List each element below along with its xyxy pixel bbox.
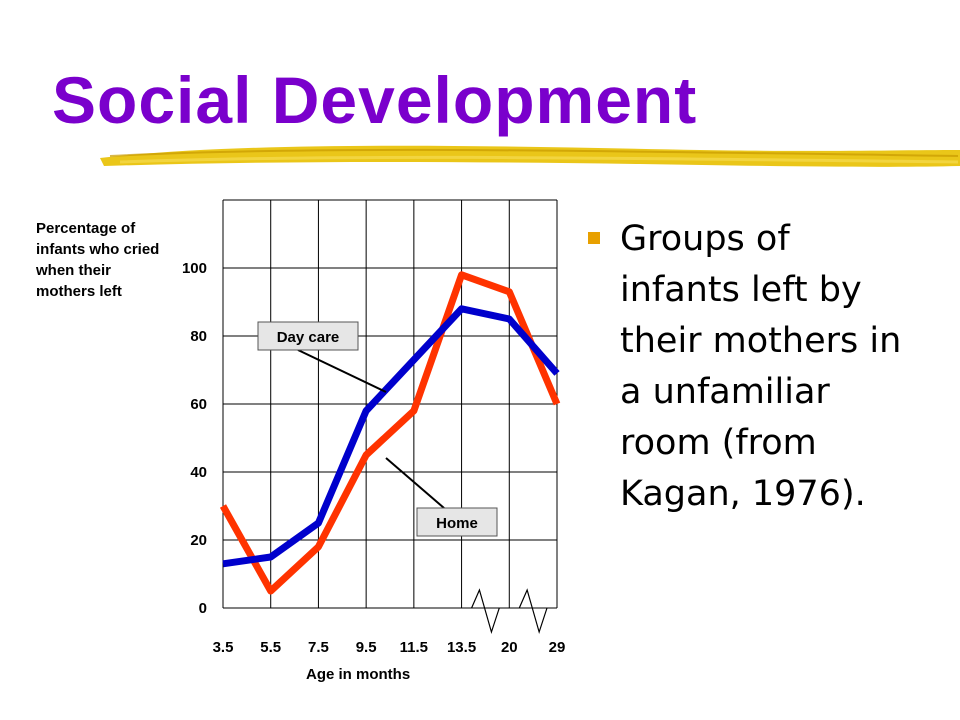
- x-tick-label: 13.5: [447, 639, 476, 656]
- series-line-home: [219, 271, 561, 595]
- y-tick-label: 0: [199, 600, 207, 617]
- bullet-square-icon: [588, 232, 600, 244]
- y-tick-label: 100: [182, 260, 207, 277]
- callout-label-home: Home: [436, 515, 478, 532]
- axis-break-mark: [518, 588, 548, 635]
- callout-box-day-care: [257, 321, 359, 351]
- y-tick-label: 60: [190, 396, 207, 413]
- bullet-text: Groups of infants left by their mothers …: [620, 219, 902, 514]
- y-tick-label: 20: [190, 532, 207, 549]
- x-tick-label: 5.5: [260, 639, 281, 656]
- title-underline-brush: [100, 145, 960, 167]
- callout-box-home: [416, 507, 498, 537]
- x-tick-label: 20: [501, 639, 518, 656]
- y-tick-label: 40: [190, 464, 207, 481]
- x-tick-label: 9.5: [356, 639, 377, 656]
- bullet-point: Groups of infants left by their mothers …: [588, 214, 938, 520]
- callout-leader-home: [385, 457, 445, 509]
- slide-title: Social Development: [52, 63, 698, 137]
- x-tick-label: 3.5: [213, 639, 234, 656]
- axis-break-mark: [471, 588, 500, 635]
- x-axis-label: Age in months: [306, 666, 411, 683]
- y-tick-label: 80: [190, 328, 207, 345]
- callout-leader-day-care: [297, 349, 387, 393]
- x-tick-label: 11.5: [400, 639, 428, 656]
- x-tick-label: 29: [549, 639, 566, 656]
- callout-label-day-care: Day care: [277, 329, 340, 346]
- x-tick-label: 7.5: [308, 639, 329, 656]
- y-axis-label: Percentage of infants who cried when the…: [36, 220, 160, 300]
- series-line-day-care: [222, 305, 560, 568]
